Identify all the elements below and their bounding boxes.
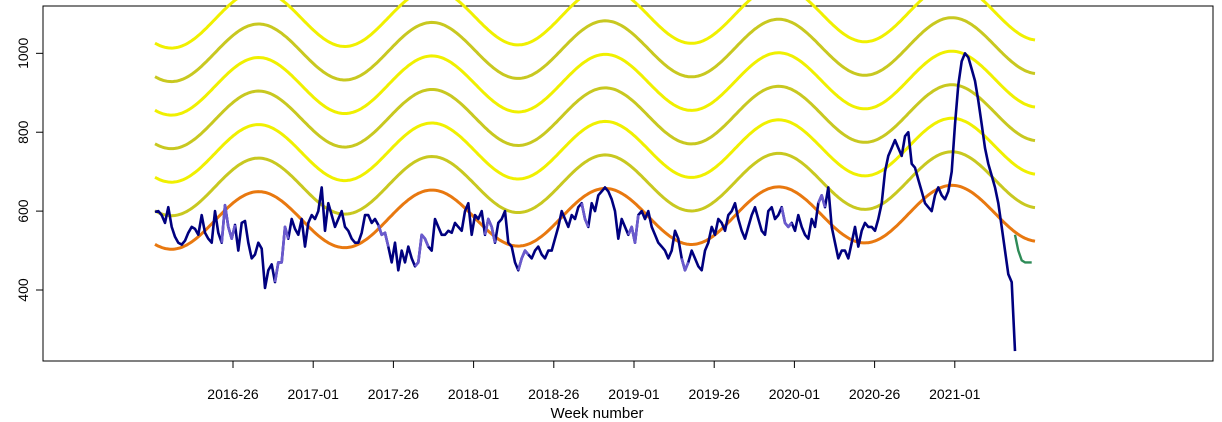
- x-tick-label-2017-01: 2017-01: [288, 386, 340, 402]
- x-tick-label-2019-26: 2019-26: [689, 386, 741, 402]
- series-highlight-segment-5: [483, 217, 497, 243]
- series-highlight-segment-11: [817, 194, 827, 208]
- threshold-band-6: [154, 0, 1036, 50]
- x-tick-label-2021-01: 2021-01: [929, 386, 981, 402]
- threshold-band-1: [154, 150, 1036, 218]
- y-tick-label-1000: 1000: [15, 38, 31, 69]
- x-axis: 2016-26 2017-01 2017-26 2018-01 2018-26 2019-…: [207, 361, 981, 402]
- y-tick-label-600: 600: [15, 199, 31, 223]
- threshold-band-3: [154, 83, 1036, 151]
- series-highlight-segment-4: [414, 233, 430, 268]
- plot-frame: [42, 5, 1214, 362]
- baseline-curve: [154, 183, 1036, 251]
- series-highlight-segment-6: [517, 249, 530, 271]
- series-highlight-segment-2: [273, 225, 290, 283]
- series-highlight-segment-1: [220, 203, 237, 243]
- y-axis: 400 600 800 1000: [15, 38, 43, 302]
- x-tick-label-2017-26: 2017-26: [368, 386, 420, 402]
- series-highlight-segment-10: [780, 206, 793, 229]
- series-highlight-segment-8: [627, 214, 640, 244]
- observed-series: [154, 52, 1032, 352]
- x-tick-label-2018-01: 2018-01: [448, 386, 500, 402]
- y-tick-label-800: 800: [15, 120, 31, 144]
- series-highlight-segment-9: [680, 258, 690, 272]
- x-tick-label-2018-26: 2018-26: [528, 386, 580, 402]
- x-axis-title: Week number: [550, 405, 643, 422]
- x-tick-label-2019-01: 2019-01: [608, 386, 660, 402]
- baseline-line: [154, 183, 1036, 251]
- series-highlight-segment-7: [580, 202, 590, 228]
- x-tick-label-2020-26: 2020-26: [849, 386, 901, 402]
- threshold-bands: [154, 0, 1036, 218]
- x-tick-label-2016-26: 2016-26: [207, 386, 259, 402]
- y-tick-label-400: 400: [15, 278, 31, 302]
- threshold-band-5: [154, 16, 1036, 84]
- x-tick-label-2020-01: 2020-01: [769, 386, 821, 402]
- threshold-band-2: [154, 116, 1036, 184]
- threshold-band-4: [154, 49, 1036, 117]
- series-highlight-segment-3: [377, 224, 390, 247]
- series-line-2: [1013, 234, 1032, 264]
